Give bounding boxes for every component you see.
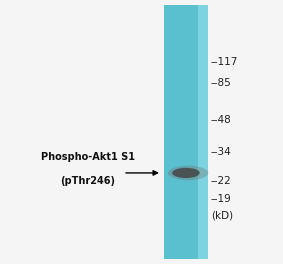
Ellipse shape [168, 166, 208, 180]
Text: (pThr246): (pThr246) [60, 176, 115, 186]
Text: --117: --117 [211, 57, 238, 67]
Text: --22: --22 [211, 176, 231, 186]
Text: --19: --19 [211, 194, 231, 204]
Bar [198, 5, 208, 259]
Text: --34: --34 [211, 147, 231, 157]
Text: --48: --48 [211, 115, 231, 125]
Bar [164, 5, 198, 259]
Ellipse shape [172, 168, 200, 178]
Text: --85: --85 [211, 78, 231, 88]
Text: Phospho-Akt1 S1: Phospho-Akt1 S1 [41, 152, 135, 162]
Text: (kD): (kD) [211, 210, 233, 220]
